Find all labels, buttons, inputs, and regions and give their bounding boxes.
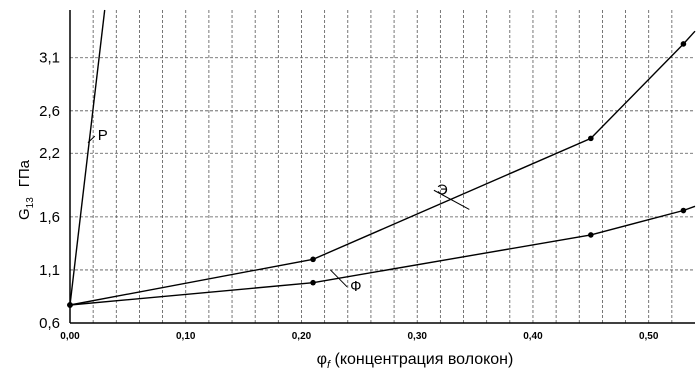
data-series (67, 9, 696, 308)
data-point (588, 232, 594, 238)
data-point (310, 279, 316, 286)
x-tick-label: 0,50 (639, 331, 659, 342)
x-axis-subscript: f (327, 359, 331, 371)
series-line (69, 205, 696, 306)
annotation-leader (330, 269, 348, 288)
y-axis-unit: ГПа (16, 159, 33, 187)
annotation-leader (87, 135, 96, 143)
data-point (588, 135, 594, 142)
x-tick-label: 0,20 (292, 331, 312, 342)
data-point (680, 207, 687, 214)
y-tick-label: 1,1 (39, 262, 60, 279)
y-axis-label: G13 ГПа (16, 159, 36, 220)
series-annotations: Р Э Ф (87, 127, 470, 295)
series-line (69, 9, 106, 306)
plot-frame (69, 10, 695, 324)
series-label: Р (98, 127, 108, 144)
x-tick-label: 0,40 (523, 331, 543, 342)
x-tick-label: 0,30 (407, 331, 427, 342)
y-axis-symbol: G (16, 208, 33, 220)
series-label: Э (437, 181, 448, 198)
annotation-leader (433, 189, 470, 210)
data-point (310, 256, 316, 263)
x-axis-label: φf (концентрация волокон) (317, 351, 514, 371)
tick-labels: 0,6 1,1 1,6 2,2 2,6 3,1 0,00 0,10 0,20 0,30 0,40 0,… (39, 50, 659, 342)
x-tick-label: 0,10 (176, 331, 196, 342)
y-tick-label: 2,6 (39, 103, 60, 120)
data-point (67, 302, 73, 308)
x-axis-text: (концентрация волокон) (330, 351, 513, 368)
series-label: Ф (350, 278, 361, 295)
y-tick-label: 1,6 (39, 209, 60, 226)
x-axis-symbol: φ (317, 351, 327, 368)
x-tick-label: 0,00 (60, 331, 80, 342)
grid-lines (70, 10, 695, 323)
series-line (69, 30, 696, 306)
data-point (680, 41, 687, 47)
y-tick-label: 3,1 (39, 50, 60, 67)
y-tick-label: 0,6 (39, 315, 60, 332)
y-tick-label: 2,2 (39, 145, 60, 162)
y-axis-subscript: 13 (25, 197, 36, 209)
